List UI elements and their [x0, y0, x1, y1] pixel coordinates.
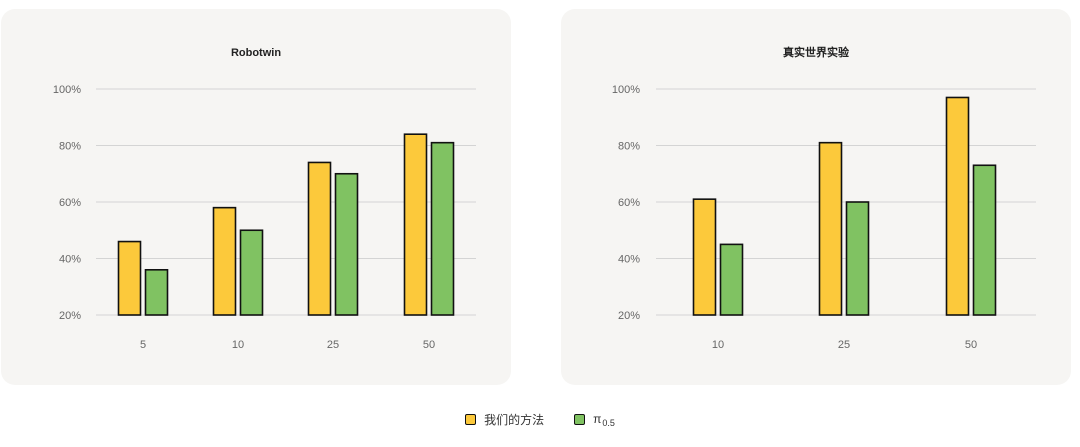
x-tick-label: 5 — [140, 339, 146, 351]
bar-baseline — [719, 243, 744, 316]
legend-pi-symbol: π — [593, 411, 602, 426]
x-tick-label: 50 — [423, 339, 435, 351]
chart-title: Robotwin — [231, 47, 281, 59]
x-tick-label: 10 — [712, 339, 724, 351]
bar-baseline — [845, 201, 870, 316]
chart-robotwin: Robotwin 20% 40% 60% 80% 100% 5 10 25 50 — [53, 47, 476, 351]
legend-label-baseline: π0.5 — [593, 412, 615, 428]
y-tick-label: 20% — [618, 310, 640, 322]
bar-ours — [117, 240, 142, 316]
legend-pi-subscript: 0.5 — [602, 417, 615, 428]
legend-swatch-baseline — [574, 414, 586, 425]
x-tick-label: 50 — [965, 339, 977, 351]
legend-item-baseline: π0.5 — [574, 412, 615, 428]
bar-ours — [307, 161, 332, 316]
bar-baseline — [144, 268, 169, 316]
legend-item-ours: 我们的方法 — [465, 411, 544, 428]
y-tick-label: 100% — [612, 84, 640, 96]
chart-panel-real-world: 真实世界实验 20% 40% 60% 80% 100% 10 25 50 — [561, 9, 1071, 385]
y-tick-label: 60% — [618, 197, 640, 209]
bar-ours — [212, 206, 237, 316]
chart-title: 真实世界实验 — [783, 45, 850, 59]
bar-baseline — [972, 164, 997, 316]
bar-baseline — [334, 172, 359, 316]
bar-baseline — [430, 141, 455, 316]
chart-panel-robotwin: Robotwin 20% 40% 60% 80% 100% 5 10 25 50 — [1, 9, 511, 385]
bar-ours — [692, 198, 717, 316]
bar-ours — [818, 141, 843, 316]
legend-swatch-ours — [465, 414, 477, 425]
x-tick-label: 10 — [232, 339, 244, 351]
y-tick-label: 80% — [59, 141, 81, 153]
y-tick-label: 100% — [53, 84, 81, 96]
bar-baseline — [239, 229, 264, 316]
y-tick-label: 80% — [618, 141, 640, 153]
y-tick-label: 40% — [618, 254, 640, 266]
y-tick-label: 60% — [59, 197, 81, 209]
bar-ours — [945, 96, 970, 316]
x-tick-label: 25 — [838, 339, 850, 351]
legend: 我们的方法 π0.5 — [0, 411, 1080, 428]
bar-ours — [403, 133, 428, 316]
y-tick-label: 20% — [59, 310, 81, 322]
y-tick-label: 40% — [59, 254, 81, 266]
chart-real-world: 真实世界实验 20% 40% 60% 80% 100% 10 25 50 — [612, 45, 1036, 351]
legend-label-ours: 我们的方法 — [484, 413, 545, 427]
x-tick-label: 25 — [327, 339, 339, 351]
